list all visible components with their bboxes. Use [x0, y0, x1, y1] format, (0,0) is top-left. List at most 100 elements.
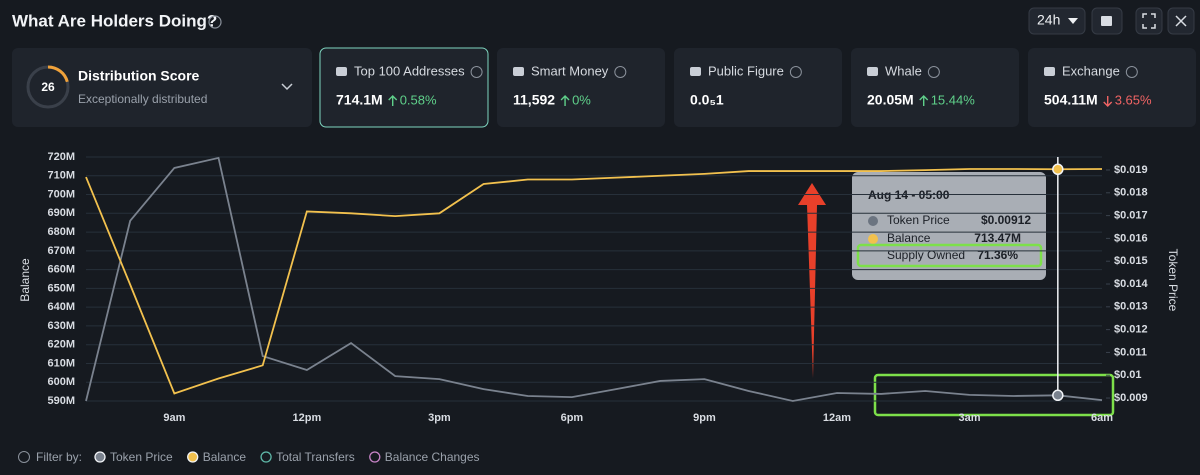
- calendar-icon: [1101, 16, 1112, 26]
- tooltip-label: Supply Owned: [887, 248, 965, 262]
- series-line: [85, 168, 1103, 395]
- card-name: Smart Money: [531, 63, 609, 78]
- filter-legend: Token Price Balance Total Transfers Balance…: [94, 450, 480, 464]
- x-tick-label: 12am: [823, 412, 851, 424]
- card-name: Public Figure: [708, 63, 784, 78]
- y-tick-label: 650M: [47, 282, 75, 294]
- metric-card[interactable]: [497, 48, 665, 127]
- metric-card[interactable]: [1028, 48, 1196, 127]
- x-tick-label: 9pm: [693, 412, 716, 424]
- y2-tick-label: $0.016: [1114, 232, 1148, 244]
- card-value: 20.05M: [867, 92, 914, 108]
- info-icon: [208, 15, 222, 29]
- score-value: 26: [41, 80, 55, 94]
- y-tick-label: 590M: [47, 395, 75, 407]
- close-icon: [1175, 15, 1187, 27]
- card-icon: [867, 67, 878, 76]
- tooltip-label: Token Price: [887, 213, 950, 227]
- filter-label: Filter by:: [36, 450, 82, 464]
- fullscreen-icon: [1142, 13, 1156, 29]
- legend-swatch[interactable]: [187, 451, 199, 463]
- tooltip-value: $0.00912: [981, 213, 1031, 227]
- y2-tick-label: $0.009: [1114, 392, 1148, 404]
- y-tick-label: 620M: [47, 339, 75, 351]
- card-name: Whale: [885, 63, 922, 78]
- legend-swatch[interactable]: [260, 451, 272, 463]
- info-icon: [789, 66, 802, 78]
- metric-card[interactable]: [851, 48, 1019, 127]
- score-title: Distribution Score: [78, 68, 200, 84]
- card-name: Top 100 Addresses: [354, 63, 465, 78]
- legend-swatch[interactable]: [94, 451, 106, 463]
- y2-tick-label: $0.017: [1114, 210, 1148, 222]
- hover-dot: [1052, 163, 1064, 176]
- y-tick-label: 720M: [47, 151, 75, 163]
- card-change: 3.65%: [1115, 92, 1152, 107]
- y-tick-label: 660M: [47, 264, 75, 276]
- x-tick-label: 3pm: [428, 412, 451, 424]
- y2-tick-label: $0.015: [1114, 255, 1148, 267]
- tooltip-value: 71.36%: [977, 248, 1018, 262]
- y-tick-label: 680M: [47, 226, 75, 238]
- change-arrow: [560, 95, 570, 106]
- panel-title: What Are Holders Doing?: [12, 11, 217, 30]
- card-icon: [336, 67, 347, 76]
- tooltip-label: Balance: [887, 231, 931, 245]
- tooltip: [852, 172, 1046, 280]
- card-value: 11,592: [513, 92, 555, 108]
- legend-label[interactable]: Balance: [203, 450, 247, 464]
- y2-tick-label: $0.011: [1114, 346, 1147, 358]
- x-tick-label: 9am: [163, 412, 185, 424]
- legend-label[interactable]: Token Price: [110, 450, 173, 464]
- y2-tick-label: $0.01: [1114, 369, 1142, 381]
- y2-axis-title: Token Price: [1166, 249, 1180, 312]
- highlight-box: [856, 243, 1043, 268]
- metric-card[interactable]: [674, 48, 842, 127]
- y-tick-label: 640M: [47, 301, 75, 313]
- y2-tick-label: $0.014: [1114, 278, 1149, 290]
- card-value: 504.11M: [1044, 92, 1098, 108]
- y-tick-label: 600M: [47, 376, 75, 388]
- card-icon: [513, 67, 524, 76]
- expand-arrow: [281, 83, 293, 91]
- x-tick-label: 6am: [1091, 412, 1113, 424]
- range-label: 24h: [1037, 12, 1060, 28]
- dropdown-arrow: [1068, 18, 1078, 24]
- y-tick-label: 630M: [47, 320, 75, 332]
- card-change: 0.58%: [400, 92, 437, 107]
- tooltip-swatch: [868, 234, 878, 244]
- annotation-arrow: [798, 183, 826, 378]
- series-line: [85, 156, 1103, 402]
- legend-label[interactable]: Balance Changes: [385, 450, 480, 464]
- filter-icon: [18, 451, 30, 463]
- y-tick-label: 670M: [47, 245, 75, 257]
- card-name: Exchange: [1062, 63, 1120, 78]
- score-card[interactable]: [12, 48, 312, 127]
- metric-card[interactable]: [319, 47, 489, 128]
- card-icon: [690, 67, 701, 76]
- info-icon: [927, 66, 940, 78]
- change-arrow: [1103, 96, 1113, 107]
- range-select[interactable]: [1028, 7, 1086, 35]
- y-tick-label: 690M: [47, 207, 75, 219]
- card-change: 15.44%: [931, 92, 976, 107]
- card-value: 714.1M: [336, 92, 383, 108]
- change-arrow: [919, 95, 929, 106]
- tooltip-swatch: [868, 216, 878, 226]
- y-tick-label: 710M: [47, 170, 75, 182]
- info-icon: [1125, 66, 1138, 78]
- x-tick-label: 3am: [958, 412, 980, 424]
- fullscreen-button[interactable]: [1135, 7, 1163, 35]
- card-change: 0%: [572, 92, 591, 107]
- legend-swatch[interactable]: [369, 451, 381, 463]
- legend-label[interactable]: Total Transfers: [276, 450, 355, 464]
- x-tick-label: 12pm: [292, 412, 321, 424]
- y2-tick-label: $0.012: [1114, 324, 1148, 336]
- y-tick-label: 610M: [47, 357, 75, 369]
- y-axis-title: Balance: [18, 258, 32, 302]
- info-icon: [470, 66, 483, 78]
- y2-tick-label: $0.018: [1114, 187, 1148, 199]
- tooltip-title: Aug 14 - 05:00: [868, 188, 950, 202]
- score-arc: [47, 65, 69, 83]
